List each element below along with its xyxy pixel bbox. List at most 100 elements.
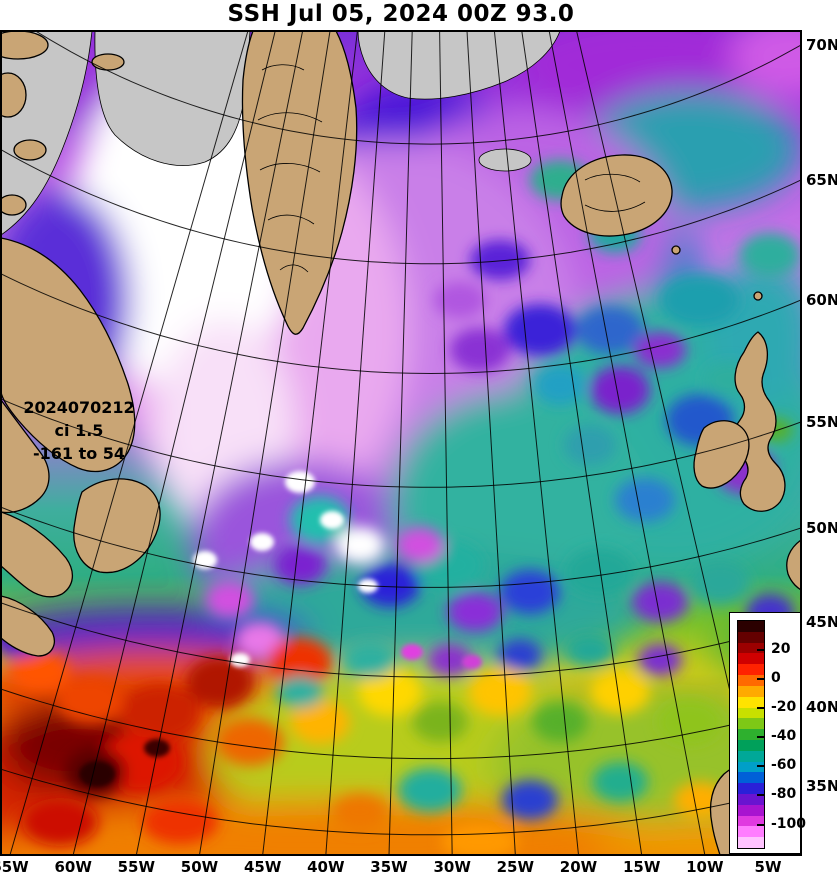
lon-label-15W: 15W [622,858,661,876]
lat-label-40N: 40N [806,698,837,716]
graticule-parallel [34,31,801,145]
baffin-ice [1,31,93,236]
lon-label-45W: 45W [243,858,282,876]
shetland-islands [753,291,763,301]
colorbar-tick-label--20: -20 [771,698,797,715]
colorbar-tick-mark [757,736,764,739]
run-id: 2024070212 [23,398,135,417]
graticule-meridian [72,31,276,855]
lon-label-60W: 60W [54,858,92,876]
graticule-meridian [521,31,643,855]
baffin-island [1,31,49,60]
colorbar-tick-label-0: 0 [771,669,781,686]
graticule-parallel [1,149,801,265]
colorbar-segment [738,739,764,751]
colorbar-tick-mark [757,794,764,797]
brittany-coast [786,539,801,591]
lon-label-30W: 30W [433,858,471,876]
gulf-st-lawrence-coast [1,511,73,598]
colorbar-segment [738,729,764,740]
graticule-parallel [1,273,801,375]
colorbar-segment [738,772,764,784]
lon-label-50W: 50W [180,858,219,876]
colorbar-segment [738,761,764,773]
graticule-meridian [199,31,331,855]
lat-label-60N: 60N [806,291,837,309]
labrador-north-coast [1,194,27,216]
colorbar-segment [738,718,764,730]
graticule-meridian [493,31,579,855]
colorbar-segment [738,653,764,665]
lon-label-20W: 20W [559,858,598,876]
lon-label-65W: 65W [0,858,29,876]
lat-label-65N: 65N [806,171,837,189]
lon-label-10W: 10W [686,858,724,876]
colorbar-segment [738,631,764,643]
lat-label-50N: 50N [806,519,837,537]
graticule-meridian [466,31,516,855]
colorbar: 20 0 -20 -40 -60 -80 -100 [729,612,806,854]
colorbar-segment [738,794,764,805]
great-britain [733,331,786,512]
lat-label-35N: 35N [806,777,837,795]
graticule-meridian [548,31,706,855]
colorbar-segment [738,707,764,719]
colorbar-segment [738,783,764,794]
graticule [1,31,801,855]
lat-label-55N: 55N [806,413,837,431]
value-range-label: -161 to 54 [32,444,126,463]
colorbar-segment [738,804,764,816]
graticule-meridian [135,31,304,855]
colorbar-segment [738,685,764,697]
newfoundland [73,478,161,574]
colorbar-segment [738,826,764,838]
map-frame [0,30,802,856]
graticule-parallel [1,602,801,678]
lon-label-25W: 25W [496,858,535,876]
lat-label-45N: 45N [806,613,837,631]
colorbar-segment [738,815,764,827]
contour-interval-label: ci 1.5 [54,421,104,440]
nova-scotia [1,595,55,657]
east-greenland-ice [357,31,561,100]
graticule-meridian [9,31,249,855]
lon-label-5W: 5W [754,858,782,876]
colorbar-segment [738,837,764,849]
graticule-meridian [262,31,358,855]
lon-label-40W: 40W [307,858,345,876]
iceland-topo-contours [584,173,646,212]
colorbar-tick-mark [757,765,764,768]
colorbar-tick-label--100: -100 [771,815,807,832]
colorbar-segment [738,675,764,686]
baffin-coast [1,72,27,118]
ireland [693,420,750,489]
arctic-island [91,53,125,71]
greenland-topo-contours [257,64,323,273]
lat-label-70N: 70N [806,36,837,54]
ssh-field-fine-detail [79,471,482,787]
denmark-strait-ice [478,148,532,172]
graticule-parallel [1,768,801,836]
graticule-meridian [325,31,386,855]
baffin-coast-south [13,139,47,161]
lon-label-35W: 35W [370,858,408,876]
colorbar-segment [738,621,764,632]
colorbar-segment [738,750,764,762]
colorbar-gradient [737,620,765,849]
graticule-parallel [1,688,801,760]
graticule-parallel [1,398,801,488]
colorbar-tick-mark [757,706,764,709]
faroe-islands [671,245,681,255]
graticule-meridian [439,31,453,855]
colorbar-tick-mark [757,677,764,680]
colorbar-tick-mark [757,823,764,826]
colorbar-segment [738,664,764,676]
graticule-meridian [388,31,413,855]
quebec-coast [1,398,50,514]
colorbar-segment [738,696,764,708]
graticule-parallel [1,506,801,588]
colorbar-tick-mark [757,648,764,651]
colorbar-tick-label--60: -60 [771,757,797,774]
